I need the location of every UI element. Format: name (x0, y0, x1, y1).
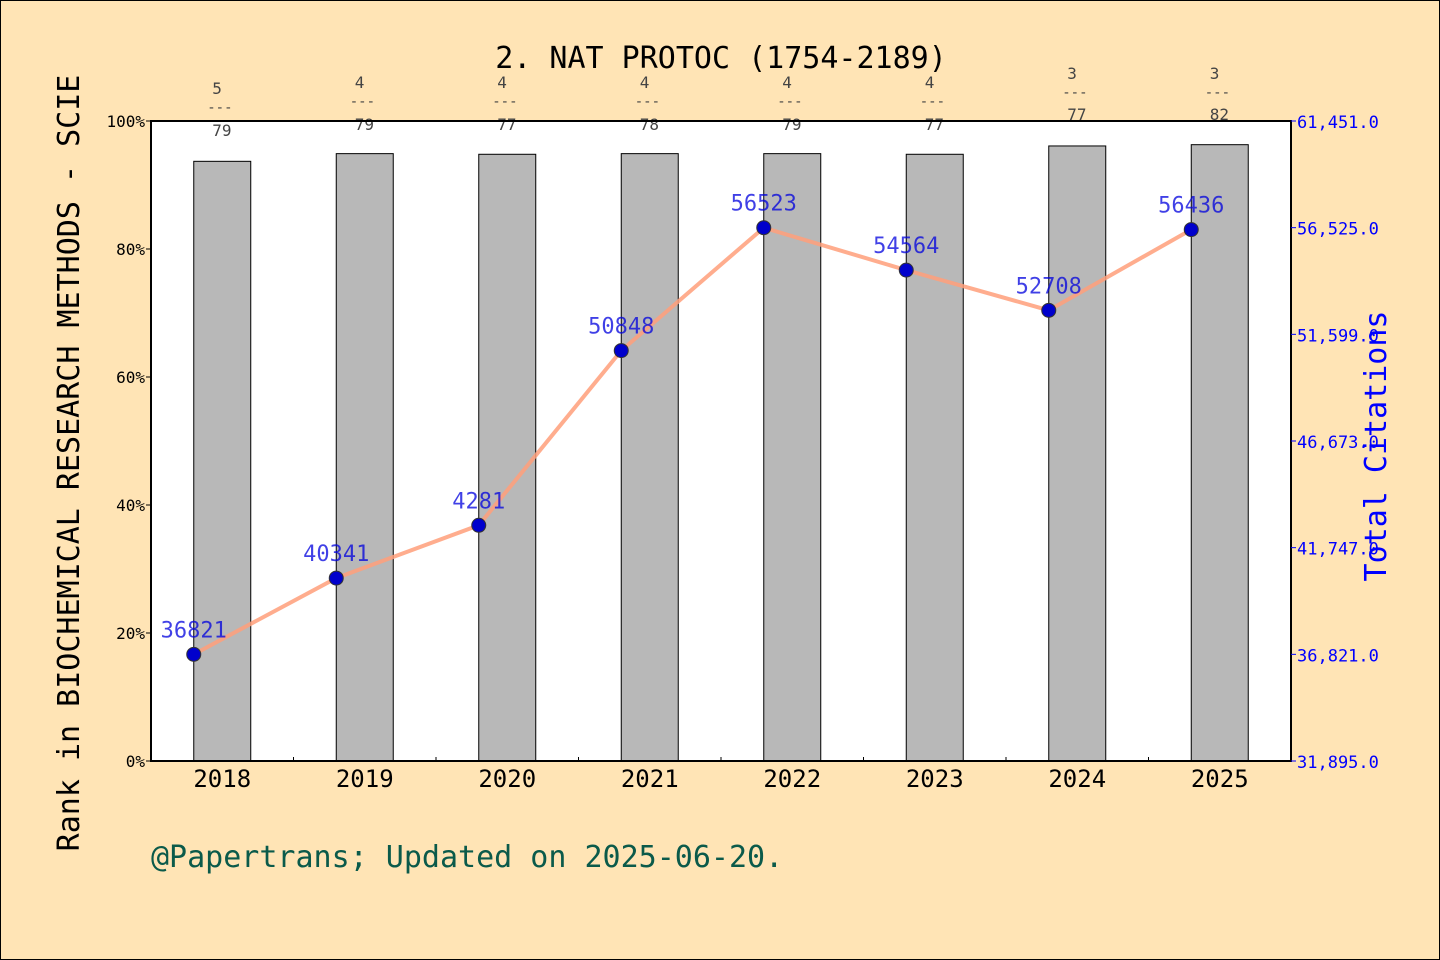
citation-point (756, 220, 772, 236)
x-tick-label: 2018 (193, 765, 251, 793)
citation-point (898, 262, 914, 278)
citations-line (192, 225, 1193, 657)
y-tick-label: 100% (106, 112, 145, 131)
citation-label: 54564 (873, 234, 939, 259)
y-axis-label: Rank in BIOCHEMICAL RESEARCH METHODS - S… (52, 75, 87, 852)
footer-credit: @Papertrans; Updated on 2025-06-20. (151, 840, 783, 875)
rank-bar (1048, 145, 1107, 762)
citation-label: 52708 (1016, 274, 1082, 299)
rank-numerator: 3 (1210, 64, 1220, 83)
y-tick-label: 20% (116, 624, 145, 643)
y2-tick-label: 36,821.0 (1297, 646, 1379, 666)
rank-numerator: 4 (497, 73, 507, 92)
citation-label: 36821 (161, 618, 227, 643)
citation-point (613, 343, 629, 359)
rank-bar (193, 160, 252, 762)
rank-divider: --- (777, 94, 802, 110)
citation-point (471, 517, 487, 533)
citation-point (1041, 302, 1057, 318)
rank-divider: --- (920, 94, 945, 110)
y2-tick-label: 41,747.0 (1297, 540, 1379, 560)
y-tick-label: 40% (116, 496, 145, 515)
citation-label: 4281 (452, 489, 505, 514)
rank-total: 78 (640, 115, 659, 134)
rank-total: 79 (355, 115, 374, 134)
rank-numerator: 4 (925, 73, 935, 92)
x-tick-label: 2020 (478, 765, 536, 793)
x-tick-label: 2024 (1048, 765, 1106, 793)
x-tick-label: 2019 (336, 765, 394, 793)
rank-numerator: 5 (212, 79, 222, 98)
rank-numerator: 4 (782, 73, 792, 92)
rank-divider: --- (492, 94, 517, 110)
y2-tick-label: 31,895.0 (1297, 753, 1379, 773)
citation-label: 56436 (1158, 194, 1224, 219)
x-tick-label: 2023 (906, 765, 964, 793)
x-tick-label: 2021 (621, 765, 679, 793)
rank-total: 77 (1067, 105, 1086, 124)
rank-divider: --- (1205, 85, 1230, 101)
rank-numerator: 3 (1067, 64, 1077, 83)
citation-point (1183, 222, 1199, 238)
rank-total: 79 (212, 121, 231, 140)
x-tick-label: 2022 (763, 765, 821, 793)
rank-bar (763, 153, 822, 762)
rank-divider: --- (350, 94, 375, 110)
citation-point (328, 570, 344, 586)
y-tick-label: 80% (116, 240, 145, 259)
citation-label: 50848 (588, 315, 654, 340)
rank-numerator: 4 (355, 73, 365, 92)
rank-bar (620, 153, 679, 762)
rank-total: 79 (782, 115, 801, 134)
rank-bar (1190, 144, 1249, 762)
citation-label: 56523 (731, 192, 797, 217)
rank-total: 82 (1210, 105, 1229, 124)
rank-total: 77 (925, 115, 944, 134)
rank-divider: --- (1062, 85, 1087, 101)
y2-tick-label: 56,525.0 (1297, 220, 1379, 240)
citation-point (186, 646, 202, 662)
rank-total: 77 (497, 115, 516, 134)
y-tick-label: 60% (116, 368, 145, 387)
rank-bar (335, 153, 394, 762)
x-tick-label: 2025 (1191, 765, 1249, 793)
y2-axis-label: Total Citations (1359, 311, 1394, 582)
y-tick-label: 0% (126, 752, 146, 771)
plot-area (151, 121, 1291, 761)
rank-bar (478, 153, 537, 762)
y2-tick-label: 61,451.0 (1297, 113, 1379, 133)
rank-numerator: 4 (640, 73, 650, 92)
chart-title: 2. NAT PROTOC (1754-2189) (495, 41, 947, 76)
y2-tick-label: 51,599.0 (1297, 326, 1379, 346)
y2-tick-label: 46,673.0 (1297, 433, 1379, 453)
rank-divider: --- (207, 100, 232, 116)
rank-divider: --- (635, 94, 660, 110)
citation-label: 40341 (303, 542, 369, 567)
